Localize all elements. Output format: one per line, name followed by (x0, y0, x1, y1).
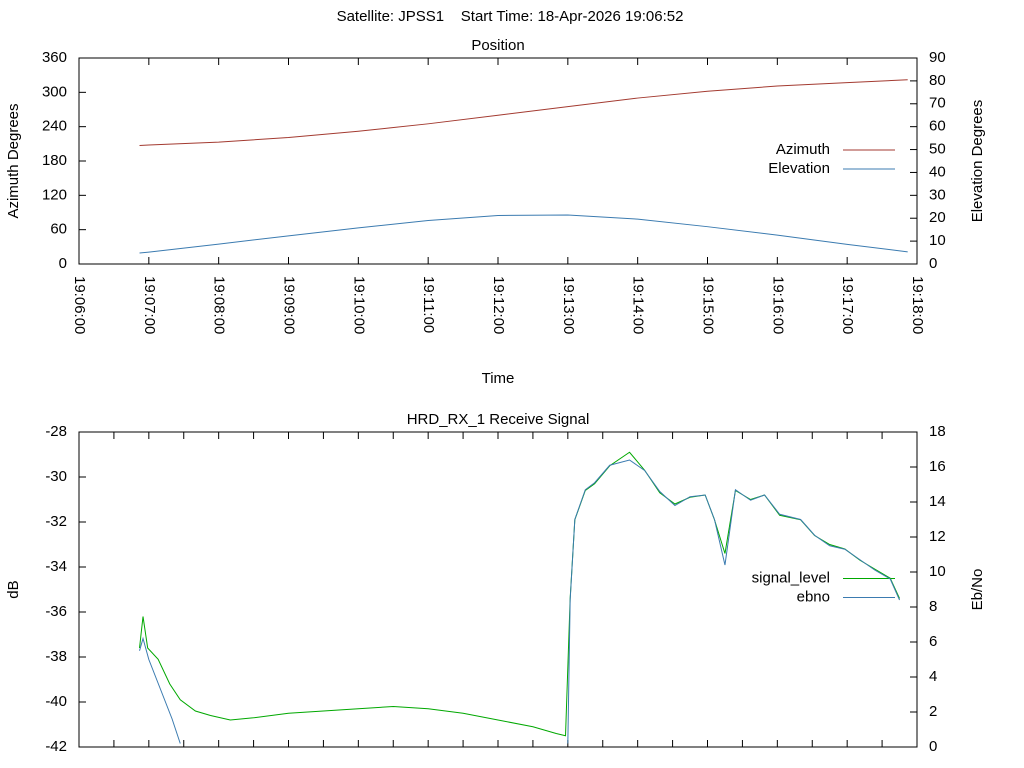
y2-tick-label: 18 (929, 423, 946, 440)
legend-label: Elevation (768, 160, 830, 177)
y2-tick-label: 50 (929, 141, 946, 158)
y-axis-label: dB (5, 580, 22, 598)
chart-title: HRD_RX_1 Receive Signal (407, 411, 590, 428)
y-tick-label: -36 (45, 603, 67, 620)
x-tick-label: 19:17:00 (839, 276, 856, 334)
y2-axis-label: Elevation Degrees (969, 100, 986, 223)
y-tick-label: 60 (50, 221, 67, 238)
x-tick-label: 19:18:00 (909, 276, 926, 334)
page-title: Satellite: JPSS1 Start Time: 18-Apr-2026… (337, 8, 684, 25)
series-line (139, 79, 908, 147)
y2-tick-label: 14 (929, 493, 946, 510)
y-tick-label: 120 (42, 186, 67, 203)
x-tick-label: 19:08:00 (211, 276, 228, 334)
legend-label: ebno (797, 588, 830, 605)
y2-axis-label: Eb/No (969, 569, 986, 611)
y-tick-label: 180 (42, 152, 67, 169)
x-tick-label: 19:12:00 (490, 276, 507, 334)
y-tick-label: -28 (45, 423, 67, 440)
y2-tick-label: 0 (929, 255, 937, 272)
y2-tick-label: 12 (929, 528, 946, 545)
x-tick-label: 19:14:00 (630, 276, 647, 334)
x-tick-label: 19:13:00 (560, 276, 577, 334)
y2-tick-label: 2 (929, 703, 937, 720)
y-tick-label: -30 (45, 468, 67, 485)
chart-title: Position (471, 37, 524, 54)
y2-tick-label: 90 (929, 49, 946, 66)
y2-tick-label: 10 (929, 232, 946, 249)
series-line (139, 459, 900, 744)
y2-tick-label: 20 (929, 209, 946, 226)
y2-tick-label: 30 (929, 186, 946, 203)
y-tick-label: 0 (59, 255, 67, 272)
y2-tick-label: 0 (929, 738, 937, 755)
y2-tick-label: 10 (929, 563, 946, 580)
x-tick-label: 19:06:00 (71, 276, 88, 334)
y2-tick-label: 70 (929, 95, 946, 112)
y2-tick-label: 60 (929, 118, 946, 135)
y-axis-label: Azimuth Degrees (5, 103, 22, 218)
x-tick-label: 19:16:00 (769, 276, 786, 334)
legend-label: signal_level (752, 569, 830, 586)
x-tick-label: 19:09:00 (281, 276, 298, 334)
y2-tick-label: 6 (929, 633, 937, 650)
y2-tick-label: 40 (929, 163, 946, 180)
y2-tick-label: 16 (929, 458, 946, 475)
y2-tick-label: 8 (929, 598, 937, 615)
x-axis-label: Time (482, 370, 515, 387)
y-tick-label: -34 (45, 558, 67, 575)
x-tick-label: 19:10:00 (350, 276, 367, 334)
legend-label: Azimuth (776, 141, 830, 158)
y-tick-label: -32 (45, 513, 67, 530)
plot-frame (78, 431, 918, 748)
y2-tick-label: 80 (929, 72, 946, 89)
x-tick-label: 19:07:00 (141, 276, 158, 334)
y-tick-label: 300 (42, 83, 67, 100)
y-tick-label: -40 (45, 693, 67, 710)
x-tick-label: 19:15:00 (700, 276, 717, 334)
y-tick-label: -42 (45, 738, 67, 755)
x-tick-label: 19:11:00 (420, 276, 437, 333)
y-tick-label: 240 (42, 118, 67, 135)
y2-tick-label: 4 (929, 668, 937, 685)
y-tick-label: 360 (42, 49, 67, 66)
y-tick-label: -38 (45, 648, 67, 665)
series-line (139, 451, 900, 737)
series-line (139, 214, 908, 254)
